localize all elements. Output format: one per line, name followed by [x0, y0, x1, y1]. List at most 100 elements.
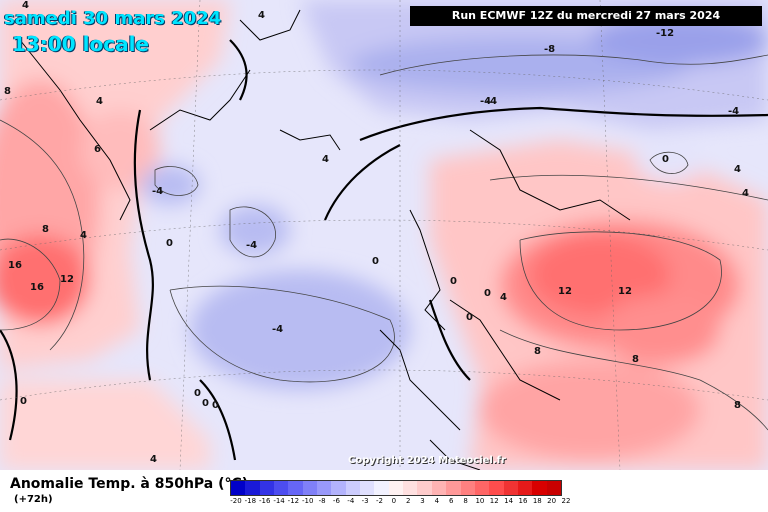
label-minus12-ne: -12 [656, 28, 674, 39]
legend-tick: -3 [361, 497, 369, 505]
legend-tick: -16 [258, 497, 271, 505]
legend-tick: 0 [391, 497, 397, 505]
label-0-west: 0 [20, 396, 27, 407]
label-16-south: 16 [30, 282, 44, 293]
legend-swatch [302, 481, 318, 495]
legend-tick: -2 [375, 497, 383, 505]
label-0-south: 0 [212, 400, 219, 411]
label-4-nw: 4 [22, 0, 29, 11]
legend-swatch [417, 481, 432, 495]
legend-tick: 2 [405, 497, 411, 505]
legend-swatch [231, 481, 246, 495]
legend-swatch [317, 481, 332, 495]
label-8-balkans: 8 [632, 354, 639, 365]
field-title: Anomalie Temp. à 850hPa (°C) [10, 476, 249, 492]
forecast-date: samedi 30 mars 2024 [4, 8, 222, 29]
legend-tick: -6 [332, 497, 340, 505]
color-scale-legend [230, 480, 562, 496]
label-minus4-atlantic-south: -4 [480, 96, 491, 107]
legend-swatch [288, 481, 303, 495]
legend-tick: 18 [532, 497, 542, 505]
legend-tick: -10 [302, 497, 314, 505]
legend-tick: 20 [547, 497, 557, 505]
label-minus4-norway: -4 [486, 96, 497, 107]
legend-tick: -8 [318, 497, 326, 505]
label-4-far-east: 4 [742, 188, 749, 199]
label-0-azores-2: 0 [202, 398, 209, 409]
legend-tick: -14 [273, 497, 285, 505]
label-4-greenland: 4 [96, 96, 103, 107]
legend-swatch [245, 481, 260, 495]
legend-tick-labels: -20 -18 -16 -14 -12 -10 -8 -6 -4 -3 -2 0 2 3 4 6 8 10 12 14… [230, 497, 572, 509]
legend-swatch [274, 481, 289, 495]
legend-tick: -20 [230, 497, 242, 505]
model-run-info: Run ECMWF 12Z du mercredi 27 mars 2024 [410, 6, 762, 26]
legend-swatch [489, 481, 504, 495]
copyright-notice: Copyright 2024 Meteociel.fr [348, 455, 506, 466]
label-12-poland: 12 [618, 286, 632, 297]
legend-swatch [517, 481, 533, 495]
label-minus4-east: -4 [728, 106, 739, 117]
legend-swatch [474, 481, 490, 495]
legend-tick: 22 [561, 497, 571, 505]
label-0-ireland: 0 [372, 256, 379, 267]
label-16-north: 16 [8, 260, 22, 271]
label-minus4-sea: -4 [246, 240, 257, 251]
legend-swatch [331, 481, 346, 495]
label-4-channel: 4 [500, 292, 507, 303]
coastlines [19, 9, 631, 470]
legend-swatch [259, 481, 275, 495]
legend-swatch [374, 481, 389, 495]
zero-contours [0, 39, 768, 461]
forecast-time: 13:00 locale [12, 32, 149, 56]
label-4-labrador: 4 [80, 230, 87, 241]
legend-tick: 16 [518, 497, 528, 505]
legend-tick: 6 [448, 497, 454, 505]
label-minus8-north: -8 [544, 44, 555, 55]
label-4-southwest: 4 [150, 454, 157, 465]
label-0-atlantic: 0 [166, 238, 173, 249]
legend-tick: 10 [475, 497, 485, 505]
legend-swatch [345, 481, 361, 495]
legend-swatch [360, 481, 375, 495]
legend-swatch [546, 481, 561, 495]
label-0-channel: 0 [484, 288, 491, 299]
label-0-biscay: 0 [466, 312, 473, 323]
label-minus4-mid-atlantic: -4 [272, 324, 283, 335]
legend-tick: 12 [489, 497, 499, 505]
anomaly-field [0, 0, 768, 470]
lead-time: (+72h) [14, 494, 53, 505]
legend-swatch [403, 481, 418, 495]
map-footer: Anomalie Temp. à 850hPa (°C) (+72h) -20-… [0, 470, 768, 512]
legend-tick: 8 [463, 497, 468, 505]
legend-swatch [431, 481, 447, 495]
label-4-russia: 4 [734, 164, 741, 175]
legend-tick: -12 [287, 497, 300, 505]
label-0-uk-south: 0 [450, 276, 457, 287]
legend-tick: 3 [420, 497, 425, 505]
label-4-scandinavia: 4 [322, 154, 329, 165]
legend-tick: 4 [434, 497, 440, 505]
label-8-east: 8 [734, 400, 741, 411]
legend-swatch [503, 481, 518, 495]
label-8-france: 8 [534, 346, 541, 357]
legend-swatch [446, 481, 461, 495]
legend-swatch [388, 481, 404, 495]
label-12-germany: 12 [558, 286, 572, 297]
legend-tick: -18 [244, 497, 257, 505]
label-0-azores-1: 0 [194, 388, 201, 399]
label-8-west: 8 [4, 86, 11, 97]
label-4-north: 4 [258, 10, 265, 21]
label-0-russia: 0 [662, 154, 669, 165]
legend-tick: 14 [504, 497, 514, 505]
label-12-canada: 12 [60, 274, 74, 285]
legend-swatch [460, 481, 475, 495]
graticule [0, 0, 768, 470]
label-8-labrador: 8 [42, 224, 49, 235]
label-minus4-iceland: -4 [152, 186, 163, 197]
legend-swatch [532, 481, 547, 495]
legend-tick: -4 [347, 497, 355, 505]
